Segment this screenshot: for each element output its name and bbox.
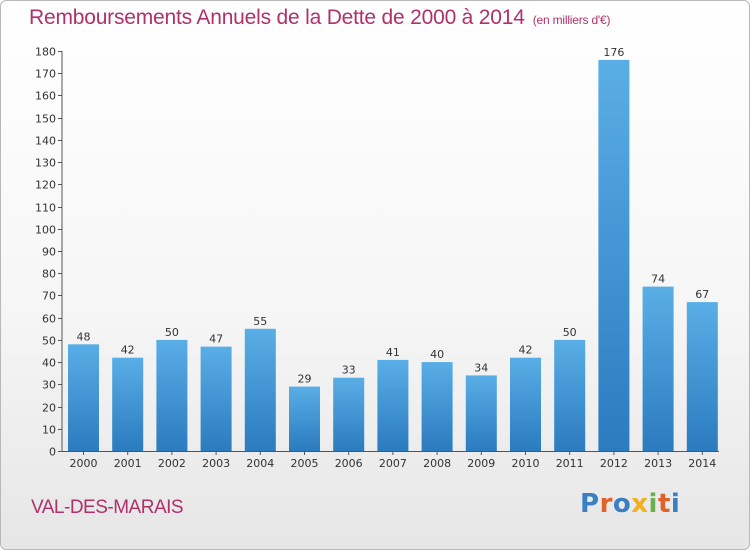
logo-letter: r [599,489,613,519]
y-tick-label: 150 [35,113,56,126]
y-axis: 0 10 20 30 40 50 60 70 80 90 100 110 120 130 140 150 160… [35,46,63,459]
data-label-2006: 33 [342,364,356,377]
data-labels: 48 42 50 47 55 29 33 41 40 34 42 50 176 74 67 [77,46,710,386]
logo-letter: i [670,489,681,519]
x-tick-label-2012: 2012 [600,457,628,470]
y-tick-label: 100 [35,224,56,237]
data-label-2003: 47 [209,333,223,346]
data-label-2005: 29 [298,373,312,386]
x-tick-label-2002: 2002 [158,457,186,470]
chart-title-text: Remboursements Annuels de la Dette de 20… [29,6,525,29]
y-tick-label: 80 [42,268,56,281]
x-tick-label-2003: 2003 [202,457,230,470]
bar-2010 [510,357,541,451]
x-tick-label-2011: 2011 [556,457,584,470]
chart-title: Remboursements Annuels de la Dette de 20… [29,6,610,30]
data-label-2012: 176 [603,46,624,59]
y-tick-label: 120 [35,179,56,192]
y-tick-label: 70 [42,290,56,303]
y-tick-label: 110 [35,202,56,215]
bar-2009 [465,375,497,451]
bar-2003 [200,346,232,451]
logo-letter: i [648,489,658,519]
data-label-2011: 50 [563,326,577,339]
y-tick-label: 170 [35,68,56,81]
logo-letter: x [631,489,649,519]
bar-2012 [598,59,630,452]
bars [68,59,718,452]
logo-letter: o [612,489,632,519]
data-label-2009: 34 [474,361,488,374]
data-label-2013: 74 [651,273,665,286]
y-tick-label: 130 [35,157,56,170]
data-label-2007: 41 [386,346,400,359]
proxiti-logo: Proxiti [580,489,680,519]
data-label-2000: 48 [77,330,91,343]
x-tick-label-2000: 2000 [70,457,98,470]
bar-2006 [333,377,365,451]
bar-2014 [686,302,718,451]
bar-2002 [156,339,188,451]
x-tick-label-2009: 2009 [467,457,495,470]
x-tick-label-2013: 2013 [644,457,672,470]
bar-2001 [112,357,144,451]
y-tick-label: 180 [35,46,56,59]
y-tick-label: 60 [42,313,56,326]
x-tick-label-2005: 2005 [291,457,319,470]
y-tick-label: 40 [42,357,56,370]
logo-letter: t [657,489,671,519]
bar-2000 [68,344,99,451]
y-tick-label: 90 [42,246,56,259]
x-tick-label-2007: 2007 [379,457,407,470]
bar-2008 [421,362,453,451]
x-tick-label-2014: 2014 [688,457,716,470]
data-label-2008: 40 [430,348,444,361]
x-tick-label-2001: 2001 [114,457,142,470]
x-tick-label-2006: 2006 [335,457,363,470]
y-tick-label: 10 [42,424,56,437]
x-tick-label-2008: 2008 [423,457,451,470]
y-tick-label: 140 [35,135,56,148]
bar-2011 [554,339,586,451]
bar-2013 [642,286,674,451]
y-tick-label: 50 [42,335,56,348]
y-tick-label: 20 [42,402,56,415]
location-label: VAL-DES-MARAIS [31,497,184,518]
y-tick-label: 0 [49,446,56,459]
y-tick-label: 30 [42,379,56,392]
bar-2004 [244,328,276,451]
x-axis: 2000 2001 2002 2003 2004 2005 2006 2007 2008 2009… [62,451,719,470]
y-tick-label: 160 [35,90,56,103]
bar-2005 [289,386,320,451]
x-tick-label-2010: 2010 [512,457,540,470]
data-label-2010: 42 [519,344,533,357]
data-label-2002: 50 [165,326,179,339]
bar-2007 [377,359,409,451]
data-label-2004: 55 [253,315,267,328]
chart-unit: (en milliers d'€) [532,13,611,27]
data-label-2014: 67 [695,288,709,301]
x-tick-label-2004: 2004 [246,457,274,470]
data-label-2001: 42 [121,344,135,357]
logo-letter: P [580,489,600,519]
